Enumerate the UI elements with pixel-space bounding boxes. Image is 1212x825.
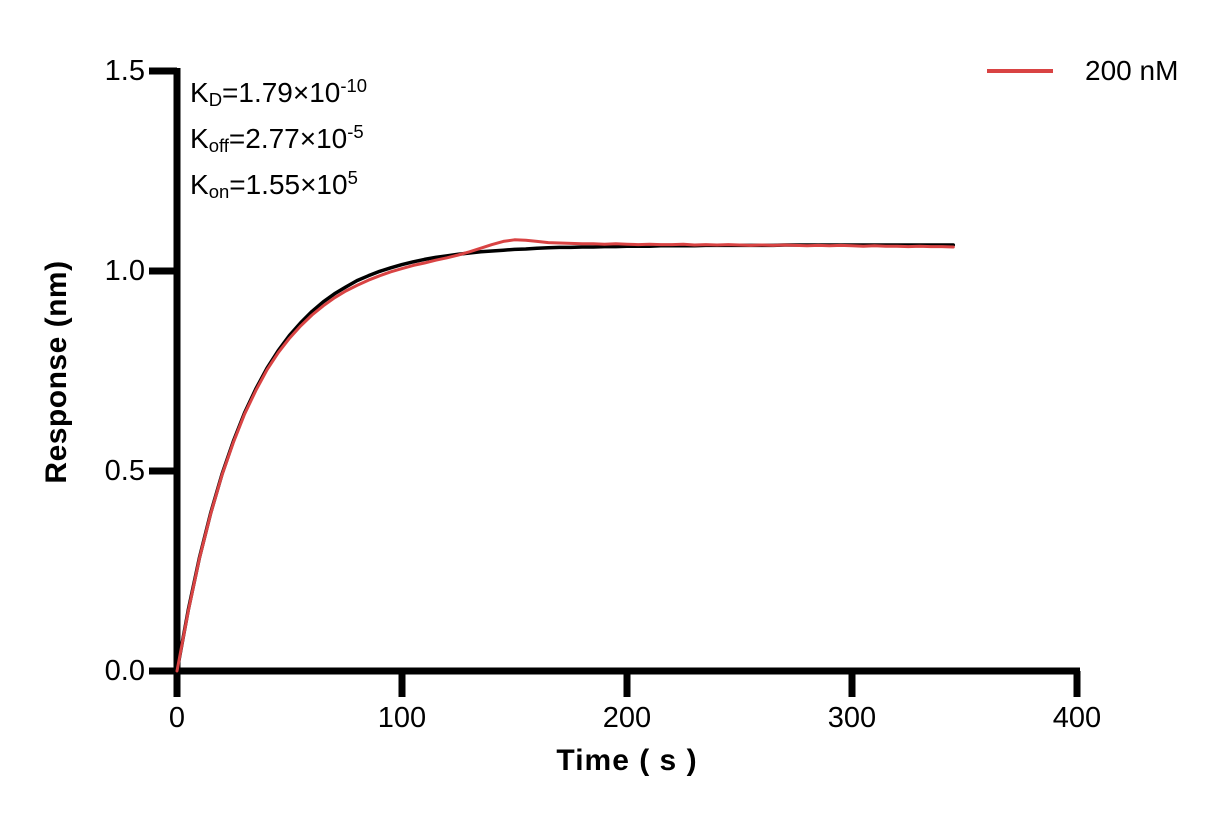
xtick-0: 0 [168,702,186,734]
xtick-200: 200 [602,702,652,734]
fit-curve [175,243,956,673]
kd-annotation: KD=1.79×10-10 [190,70,367,116]
ytick-0.0: 0.0 [104,655,145,687]
x-axis-ticks [173,671,1081,697]
xtick-400: 400 [1052,702,1102,734]
ytick-1.0: 1.0 [104,255,145,287]
koff-annotation: Koff=2.77×10-5 [190,116,367,162]
kd-subscript: D [208,89,223,111]
ytick-0.5: 0.5 [104,455,145,487]
koff-exponent: -5 [347,120,364,142]
kon-annotation: Kon=1.55×105 [190,162,367,208]
koff-value: =2.77×10 [228,123,348,154]
legend-label-200nM: 200 nM [1085,55,1179,86]
kon-symbol: K [190,169,209,200]
koff-subscript: off [208,135,229,157]
kd-value: =1.79×10 [222,77,341,108]
x-axis-title: Time ( s ) [556,744,698,777]
y-axis-title: Response (nm) [40,260,73,484]
kon-exponent: 5 [347,166,358,188]
ytick-1.5: 1.5 [104,55,145,87]
kon-subscript: on [208,181,230,203]
kon-value: =1.55×10 [229,169,348,200]
koff-symbol: K [190,123,209,154]
kd-exponent: -10 [340,74,368,96]
kd-symbol: K [190,77,209,108]
y-axis-ticks [149,67,177,675]
xtick-300: 300 [827,702,877,734]
xtick-100: 100 [377,702,427,734]
response-curve-200nM [175,238,955,673]
kinetics-annotations: KD=1.79×10-10 Koff=2.77×10-5 Kon=1.55×10… [190,70,367,208]
